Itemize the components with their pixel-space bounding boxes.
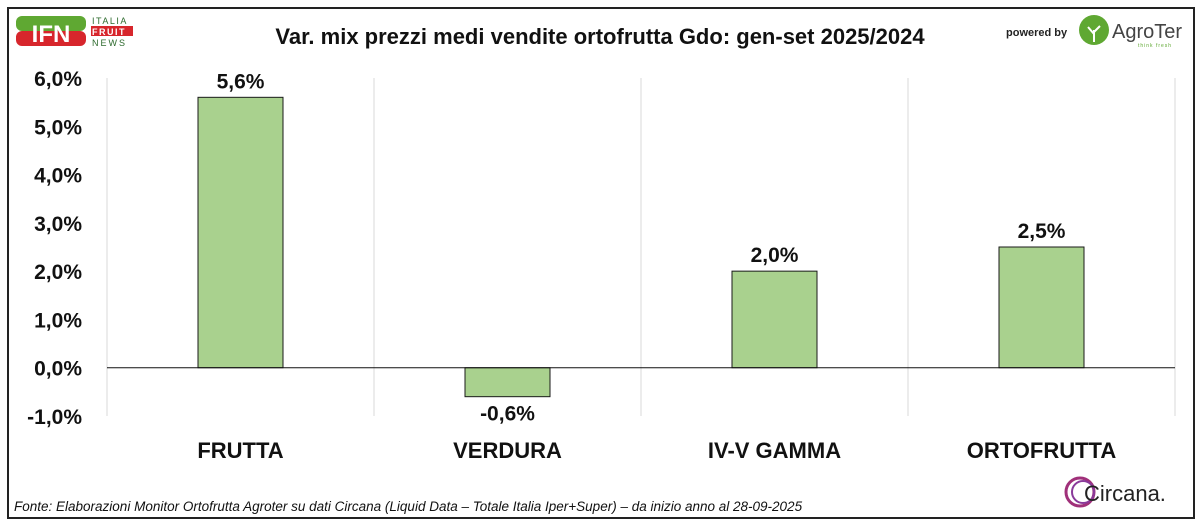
x-category-label: ORTOFRUTTA [967, 438, 1117, 463]
y-tick-label: 6,0% [34, 68, 82, 91]
svg-text:NEWS: NEWS [92, 38, 127, 48]
y-tick-label: 5,0% [34, 116, 82, 139]
svg-text:think fresh: think fresh [1138, 43, 1172, 49]
data-label: 2,5% [1018, 220, 1066, 243]
y-tick-label: 2,0% [34, 261, 82, 284]
svg-text:Circana.: Circana. [1084, 481, 1166, 506]
chart-title: Var. mix prezzi medi vendite ortofrutta … [275, 24, 925, 49]
x-category-label: FRUTTA [197, 438, 283, 463]
circana-logo: Circana. [1064, 476, 1166, 508]
data-label: -0,6% [480, 403, 535, 426]
y-tick-label: -1,0% [27, 406, 82, 429]
x-category-label: VERDURA [453, 438, 562, 463]
x-category-label: IV-V GAMMA [708, 438, 841, 463]
y-tick-label: 3,0% [34, 213, 82, 236]
ifn-logo: IFN ITALIA FRUIT NEWS [16, 16, 133, 48]
svg-text:FRUIT: FRUIT [92, 27, 126, 37]
y-tick-label: 4,0% [34, 165, 82, 188]
bar-frutta [197, 96, 284, 369]
source-note: Fonte: Elaborazioni Monitor Ortofrutta A… [14, 499, 803, 514]
y-tick-label: 1,0% [34, 309, 82, 332]
y-tick-label: 0,0% [34, 358, 82, 381]
svg-text:IFN: IFN [32, 21, 71, 48]
agroter-logo: AgroTer think fresh [1079, 15, 1182, 49]
bar-iv-v-gamma [731, 270, 818, 369]
bar-ortofrutta [998, 246, 1085, 369]
data-label: 2,0% [751, 244, 799, 267]
powered-by-label: powered by [1006, 27, 1068, 39]
chart-frame [7, 7, 1195, 519]
svg-text:ITALIA: ITALIA [92, 16, 128, 26]
data-label: 5,6% [217, 70, 265, 93]
svg-text:AgroTer: AgroTer [1112, 21, 1182, 43]
bar-verdura [464, 367, 551, 398]
